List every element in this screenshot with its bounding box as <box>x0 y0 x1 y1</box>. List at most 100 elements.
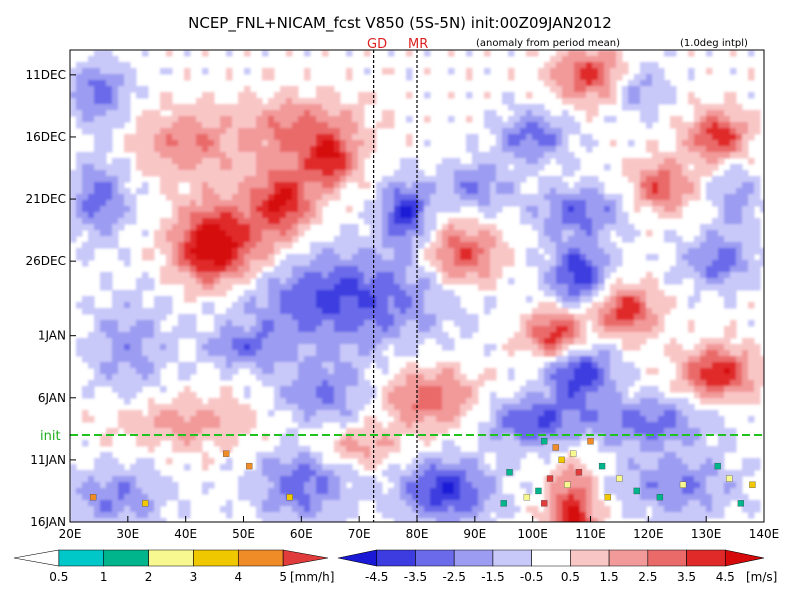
field-cell <box>616 380 623 387</box>
field-cell <box>94 344 101 351</box>
field-cell <box>364 200 371 207</box>
field-cell <box>568 236 575 243</box>
field-cell <box>244 146 251 153</box>
field-cell <box>454 296 461 303</box>
field-cell <box>418 218 425 225</box>
field-cell <box>178 278 185 285</box>
field-cell <box>712 218 719 225</box>
field-cell <box>694 116 701 123</box>
field-cell <box>172 410 179 417</box>
field-cell <box>214 152 221 159</box>
field-cell <box>712 158 719 165</box>
field-cell <box>628 320 635 327</box>
field-cell <box>508 410 515 417</box>
field-cell <box>586 380 593 387</box>
field-cell <box>178 434 185 441</box>
field-cell <box>358 176 365 183</box>
field-cell <box>460 170 467 177</box>
field-cell <box>544 224 551 231</box>
field-cell <box>460 176 467 183</box>
field-cell <box>208 152 215 159</box>
field-cell <box>652 386 659 393</box>
field-cell <box>340 368 347 375</box>
field-cell <box>250 314 257 321</box>
field-cell <box>358 152 365 159</box>
field-cell <box>112 176 119 183</box>
field-cell <box>280 308 287 315</box>
field-cell <box>196 188 203 195</box>
field-cell <box>226 344 233 351</box>
field-cell <box>142 140 149 147</box>
field-cell <box>544 146 551 153</box>
field-cell <box>118 182 125 189</box>
field-cell <box>430 218 437 225</box>
field-cell <box>496 416 503 423</box>
field-cell <box>418 422 425 429</box>
field-cell <box>262 152 269 159</box>
field-cell <box>412 170 419 177</box>
field-cell <box>376 296 383 303</box>
field-cell <box>322 194 329 201</box>
field-cell <box>718 398 725 405</box>
field-cell <box>70 224 77 231</box>
field-cell <box>442 224 449 231</box>
field-cell <box>382 326 389 333</box>
field-cell <box>322 176 329 183</box>
field-cell <box>736 350 743 357</box>
field-cell <box>190 200 197 207</box>
field-cell <box>358 248 365 255</box>
field-cell <box>544 200 551 207</box>
field-cell <box>226 116 233 123</box>
field-cell <box>730 104 737 111</box>
field-cell <box>256 104 263 111</box>
field-cell <box>424 314 431 321</box>
field-cell <box>598 404 605 411</box>
field-cell <box>268 356 275 363</box>
field-cell <box>274 170 281 177</box>
field-cell <box>742 386 749 393</box>
field-cell <box>664 212 671 219</box>
field-cell <box>754 272 761 279</box>
field-cell <box>424 296 431 303</box>
field-cell <box>304 122 311 129</box>
field-cell <box>616 50 623 57</box>
field-cell <box>208 266 215 273</box>
field-cell <box>580 410 587 417</box>
field-cell <box>634 326 641 333</box>
field-cell <box>754 200 761 207</box>
field-cell <box>676 188 683 195</box>
field-cell <box>388 254 395 261</box>
field-cell <box>490 236 497 243</box>
field-cell <box>532 212 539 219</box>
field-cell <box>118 164 125 171</box>
field-cell <box>616 68 623 75</box>
field-cell <box>172 422 179 429</box>
field-cell <box>622 302 629 309</box>
field-cell <box>508 398 515 405</box>
field-cell <box>442 416 449 423</box>
field-cell <box>556 284 563 291</box>
field-cell <box>604 326 611 333</box>
field-cell <box>484 164 491 171</box>
field-cell <box>610 398 617 405</box>
field-cell <box>712 272 719 279</box>
field-cell <box>718 188 725 195</box>
field-cell <box>172 110 179 117</box>
field-cell <box>232 134 239 141</box>
field-cell <box>262 296 269 303</box>
field-cell <box>568 80 575 87</box>
field-cell <box>118 122 125 129</box>
field-cell <box>166 308 173 315</box>
field-cell <box>460 314 467 321</box>
field-cell <box>328 128 335 135</box>
field-cell <box>502 404 509 411</box>
field-cell <box>568 242 575 249</box>
field-cell <box>724 338 731 345</box>
field-cell <box>436 314 443 321</box>
field-cell <box>406 188 413 195</box>
field-cell <box>634 314 641 321</box>
field-cell <box>274 200 281 207</box>
field-cell <box>514 182 521 189</box>
field-cell <box>688 380 695 387</box>
field-cell <box>286 434 293 441</box>
